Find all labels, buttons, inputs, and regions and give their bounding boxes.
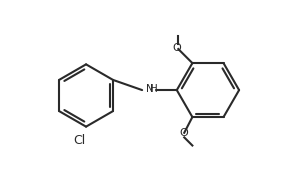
Text: O: O (180, 128, 189, 138)
Text: Cl: Cl (73, 134, 85, 147)
Text: methoxy: methoxy (175, 28, 181, 30)
Text: methyl_stub: methyl_stub (178, 34, 187, 36)
Text: N: N (146, 84, 154, 94)
Text: H: H (150, 84, 158, 94)
Text: O: O (173, 44, 181, 53)
